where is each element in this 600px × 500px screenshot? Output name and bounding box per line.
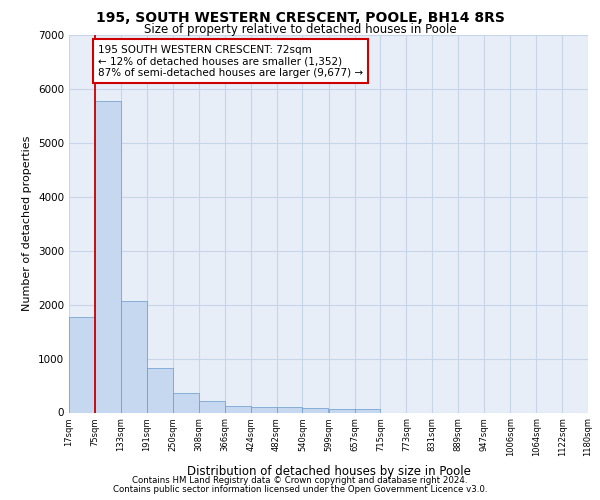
- Text: Contains public sector information licensed under the Open Government Licence v3: Contains public sector information licen…: [113, 484, 487, 494]
- Bar: [199, 400, 225, 412]
- Y-axis label: Number of detached properties: Number of detached properties: [22, 136, 32, 312]
- Bar: [173, 393, 199, 412]
- Bar: [277, 408, 302, 412]
- Bar: [95, 101, 121, 412]
- Text: 195 SOUTH WESTERN CRESCENT: 72sqm
← 12% of detached houses are smaller (1,352)
8: 195 SOUTH WESTERN CRESCENT: 72sqm ← 12% …: [98, 44, 363, 78]
- Bar: [69, 316, 95, 412]
- Text: Size of property relative to detached houses in Poole: Size of property relative to detached ho…: [143, 22, 457, 36]
- Text: 195, SOUTH WESTERN CRESCENT, POOLE, BH14 8RS: 195, SOUTH WESTERN CRESCENT, POOLE, BH14…: [95, 12, 505, 26]
- Bar: [329, 408, 355, 412]
- Bar: [225, 406, 251, 412]
- Bar: [355, 409, 380, 412]
- X-axis label: Distribution of detached houses by size in Poole: Distribution of detached houses by size …: [187, 464, 470, 477]
- Bar: [121, 302, 146, 412]
- Bar: [146, 368, 173, 412]
- Text: Contains HM Land Registry data © Crown copyright and database right 2024.: Contains HM Land Registry data © Crown c…: [132, 476, 468, 485]
- Bar: [251, 407, 277, 412]
- Bar: [302, 408, 328, 412]
